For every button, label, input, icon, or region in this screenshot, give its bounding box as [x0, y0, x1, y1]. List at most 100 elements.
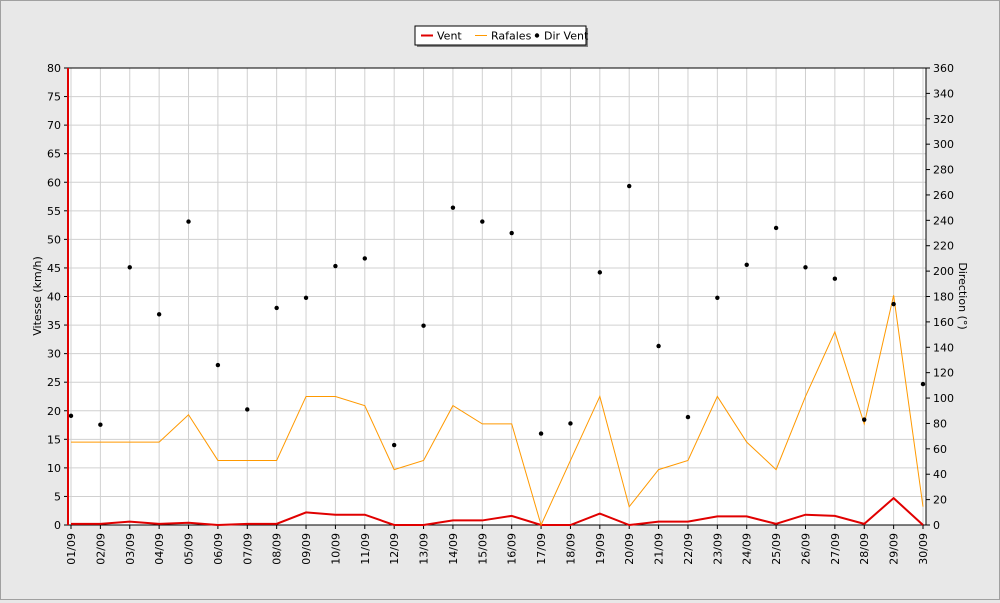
y-right-tick-label: 340 — [933, 87, 954, 100]
x-tick-label: 14/09 — [447, 533, 460, 565]
x-tick-label: 15/09 — [476, 533, 489, 565]
dir-vent-point — [891, 301, 896, 307]
x-tick-label: 17/09 — [535, 533, 548, 565]
dir-vent-point — [391, 442, 397, 448]
dir-vent-point — [744, 262, 749, 267]
x-tick-label: 20/09 — [623, 533, 636, 565]
x-tick-label: 28/09 — [858, 533, 871, 565]
y-right-tick-label: 160 — [933, 316, 954, 329]
dir-vent-point — [832, 276, 838, 281]
y-left-tick-label: 30 — [47, 348, 61, 361]
grid-lines — [68, 67, 926, 526]
dir-vent-point — [362, 256, 367, 261]
dir-vent-point — [568, 421, 573, 426]
y-left-tick-label: 10 — [47, 462, 61, 475]
x-tick-label: 29/09 — [888, 533, 901, 565]
y-left-tick-label: 25 — [47, 376, 61, 389]
y-right-tick-label: 220 — [933, 240, 954, 253]
y-right-tick-label: 140 — [933, 341, 954, 354]
legend[interactable]: Vent Rafales Dir Vent — [414, 25, 589, 47]
y-right-tick-label: 60 — [933, 443, 947, 456]
dir-vent-point — [156, 312, 162, 317]
x-tick-label: 09/09 — [300, 533, 313, 565]
y-right-tick-label: 100 — [933, 392, 954, 405]
x-tick-label: 02/09 — [94, 533, 107, 565]
dir-vent-point — [68, 413, 74, 419]
x-tick-label: 10/09 — [329, 533, 342, 565]
legend-label: Dir Vent — [544, 30, 589, 43]
y-left-tick-label: 20 — [47, 405, 61, 418]
dir-vent-point — [803, 265, 808, 270]
x-tick-label: 18/09 — [564, 533, 577, 565]
x-tick-label: 01/09 — [65, 533, 78, 565]
x-tick-label: 27/09 — [829, 533, 842, 565]
y-left-tick-label: 5 — [54, 490, 61, 503]
y-left-tick-label: 50 — [47, 233, 61, 246]
series — [67, 68, 926, 527]
y-left-tick-label: 80 — [47, 62, 61, 75]
y-right-tick-label: 20 — [933, 494, 947, 507]
y-right-tick-label: 300 — [933, 138, 954, 151]
y-right-tick-label: 360 — [933, 62, 954, 75]
y-left-tick-label: 35 — [47, 319, 61, 332]
y-right-tick-label: 0 — [933, 519, 940, 532]
x-tick-label: 26/09 — [799, 533, 812, 565]
dir-vent-point — [450, 205, 456, 210]
x-tick-label: 19/09 — [594, 533, 607, 565]
y-left-tick-label: 75 — [47, 91, 61, 104]
y-right-tick-label: 120 — [933, 367, 954, 380]
y-left-axis-title: Vitesse (km/h) — [31, 256, 44, 336]
x-tick-label: 24/09 — [741, 533, 754, 565]
dir-vent-point — [538, 431, 544, 436]
dir-vent-point — [98, 422, 103, 427]
dir-vent-point — [685, 414, 691, 420]
dir-vent-point — [773, 225, 779, 231]
x-tick-label: 22/09 — [682, 533, 695, 565]
legend-box — [414, 25, 587, 46]
x-tick-label: 07/09 — [241, 533, 254, 565]
series-line-rafales — [71, 295, 924, 527]
dir-vent-point — [245, 407, 250, 412]
y-left-tick-label: 40 — [47, 291, 61, 304]
dir-vent-point — [186, 219, 191, 224]
dir-vent-point — [920, 381, 926, 387]
x-tick-label: 08/09 — [271, 533, 284, 565]
axes: 0 5 10 15 20 25 30 35 40 45 50 55 60 65 70 75 80 0 20 40 60 8… — [31, 62, 969, 565]
x-tick-label: 12/09 — [388, 533, 401, 565]
dir-vent-point — [127, 265, 132, 270]
x-tick-label: 23/09 — [711, 533, 724, 565]
x-tick-label: 05/09 — [183, 533, 196, 565]
y-left-tick-label: 70 — [47, 119, 61, 132]
y-right-tick-label: 280 — [933, 164, 954, 177]
y-right-tick-label: 320 — [933, 113, 954, 126]
x-tick-label: 11/09 — [359, 533, 372, 565]
legend-label: Vent — [437, 30, 462, 43]
y-right-tick-label: 80 — [933, 417, 947, 430]
x-tick-label: 04/09 — [153, 533, 166, 565]
y-right-tick-label: 260 — [933, 189, 954, 202]
x-tick-label: 21/09 — [653, 533, 666, 565]
y-right-tick-label: 200 — [933, 265, 954, 278]
dir-vent-point — [421, 323, 426, 328]
y-right-axis-title: Direction (°) — [956, 262, 969, 329]
x-tick-label: 06/09 — [212, 533, 225, 565]
dir-vent-point — [480, 219, 485, 224]
dir-vent-point — [509, 230, 514, 236]
dir-vent-point — [656, 343, 661, 349]
y-left-tick-label: 0 — [54, 519, 61, 532]
dir-vent-point — [597, 270, 603, 275]
dir-vent-point — [627, 183, 632, 189]
dir-vent-point — [303, 295, 309, 300]
y-left-tick-label: 55 — [47, 205, 61, 218]
x-tick-label: 13/09 — [418, 533, 431, 565]
y-right-tick-label: 240 — [933, 214, 954, 227]
legend-label: Rafales — [491, 30, 532, 43]
y-left-tick-label: 65 — [47, 148, 61, 161]
dir-vent-point — [862, 417, 867, 422]
legend-swatch-dir-vent — [534, 33, 540, 38]
dir-vent-point — [274, 305, 279, 311]
y-left-tick-label: 60 — [47, 176, 61, 189]
x-tick-label: 30/09 — [917, 533, 930, 565]
